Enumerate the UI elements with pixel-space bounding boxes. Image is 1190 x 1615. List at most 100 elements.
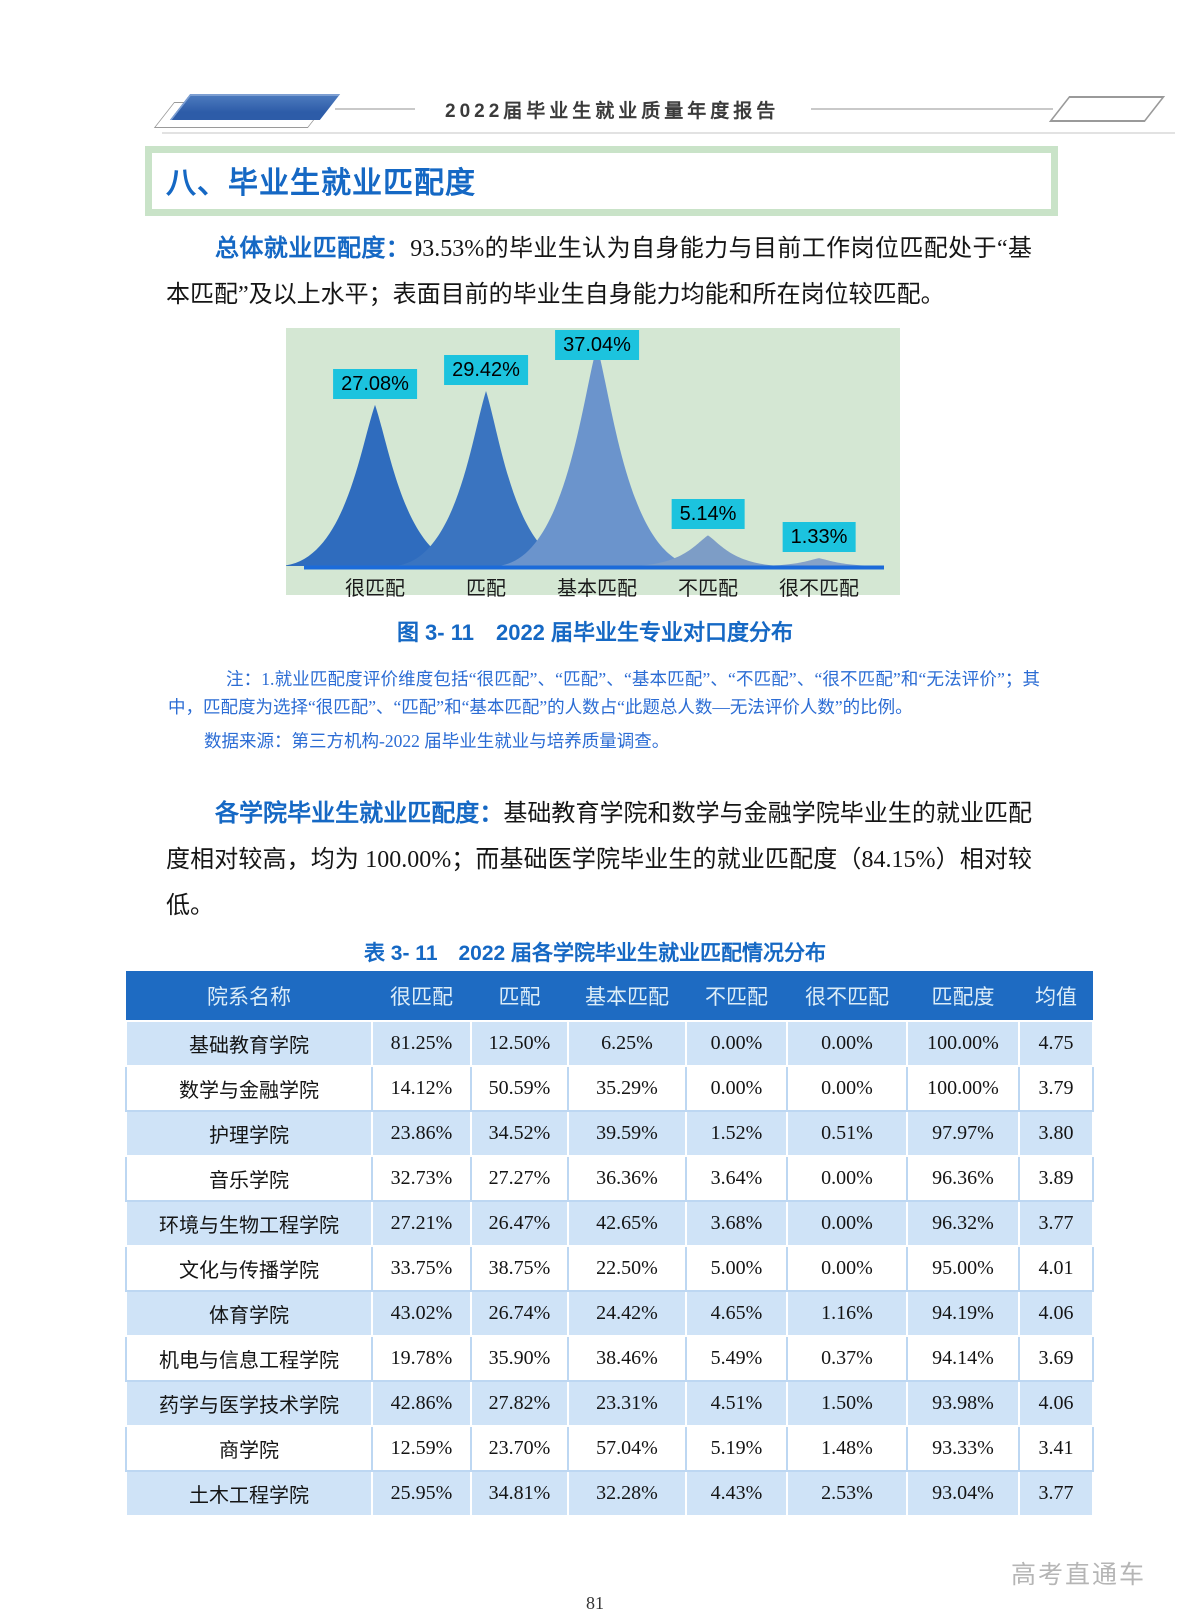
value-cell: 3.41 (1018, 1425, 1094, 1472)
value-cell: 96.36% (906, 1155, 1020, 1202)
distribution-peak (751, 558, 887, 566)
value-cell: 32.73% (371, 1155, 472, 1202)
distribution-peak (628, 535, 788, 566)
college-name-cell: 商学院 (125, 1425, 373, 1472)
value-cell: 0.00% (786, 1020, 908, 1067)
value-cell: 3.79 (1018, 1065, 1094, 1112)
value-cell: 22.50% (567, 1245, 687, 1292)
distribution-peak (494, 345, 700, 566)
value-cell: 26.47% (470, 1200, 569, 1247)
column-header: 匹配度 (907, 971, 1019, 1021)
distribution-peak (391, 390, 581, 566)
value-cell: 19.78% (371, 1335, 472, 1382)
value-cell: 4.75 (1018, 1020, 1094, 1067)
chart-canvas (286, 345, 887, 570)
match-distribution-chart: 27.08% 很匹配 29.42% 匹配 37.04% 基本匹配 5.14% 不匹配 1.33%… (286, 328, 900, 600)
value-cell: 97.97% (906, 1110, 1020, 1157)
header-left-decoration (153, 90, 341, 128)
value-cell: 5.49% (685, 1335, 788, 1382)
column-header: 很不匹配 (787, 971, 907, 1021)
value-cell: 95.00% (906, 1245, 1020, 1292)
table-caption: 表 3- 11 2022 届各学院毕业生就业匹配情况分布 (363, 942, 827, 965)
category-label: 基本匹配 (557, 578, 637, 600)
section-title: 八、毕业生就业匹配度 (166, 167, 476, 200)
college-name-cell: 环境与生物工程学院 (125, 1200, 373, 1247)
note-text: 注：1.就业匹配度评价维度包括“很匹配”、“匹配”、“基本匹配”、“不匹配”、“… (168, 669, 1040, 717)
value-cell: 0.00% (786, 1200, 908, 1247)
value-cell: 57.04% (567, 1425, 687, 1472)
paragraph-lead-label: 各学院毕业生就业匹配度： (215, 800, 504, 827)
value-cell: 39.59% (567, 1110, 687, 1157)
college-name-cell: 体育学院 (125, 1290, 373, 1337)
table-header-row: 院系名称 很匹配 匹配 基本匹配 不匹配 很不匹配 匹配度 均值 (126, 971, 1093, 1021)
paragraph-body-text: 93.53%的毕业生认为自身能力与目前工作岗位匹配处于“基本匹配”及以上水平；表… (166, 236, 1032, 308)
college-match-table: 院系名称 很匹配 匹配 基本匹配 不匹配 很不匹配 匹配度 均值 基础教育学院 81.25% 12… (125, 971, 1094, 1517)
column-header: 基本匹配 (568, 971, 686, 1021)
parallelogram-blue-shape (169, 94, 341, 120)
value-cell: 42.86% (371, 1380, 472, 1427)
column-header: 很匹配 (372, 971, 471, 1021)
value-cell: 1.16% (786, 1290, 908, 1337)
value-cell: 100.00% (906, 1065, 1020, 1112)
paragraph-body-text: 基础教育学院和数学与金融学院毕业生的就业匹配度相对较高，均为 100.00%；而… (166, 801, 1033, 919)
column-header: 不匹配 (686, 971, 787, 1021)
value-label: 37.04% (555, 330, 639, 360)
value-cell: 0.37% (786, 1335, 908, 1382)
paragraph-lead-label: 总体就业匹配度： (215, 235, 411, 262)
value-cell: 34.52% (470, 1110, 569, 1157)
category-label: 很匹配 (345, 578, 405, 600)
college-match-paragraph: 各学院毕业生就业匹配度：基础教育学院和数学与金融学院毕业生的就业匹配度相对较高，… (166, 791, 1032, 929)
table-row: 基础教育学院 81.25% 12.50% 6.25% 0.00% 0.00% 100.00%… (125, 1020, 1094, 1067)
value-cell: 3.80 (1018, 1110, 1094, 1157)
category-label: 很不匹配 (779, 578, 859, 600)
overall-match-paragraph: 总体就业匹配度：93.53%的毕业生认为自身能力与目前工作岗位匹配处于“基本匹配… (166, 226, 1032, 318)
value-cell: 4.06 (1018, 1290, 1094, 1337)
table-body: 基础教育学院 81.25% 12.50% 6.25% 0.00% 0.00% 100.00%… (125, 1020, 1094, 1517)
value-cell: 32.28% (567, 1470, 687, 1517)
value-cell: 1.50% (786, 1380, 908, 1427)
page-header: 2022届毕业生就业质量年度报告 (153, 90, 1175, 128)
college-name-cell: 音乐学院 (125, 1155, 373, 1202)
report-title: 2022届毕业生就业质量年度报告 (445, 100, 780, 122)
value-cell: 36.36% (567, 1155, 687, 1202)
value-cell: 0.00% (786, 1065, 908, 1112)
value-cell: 43.02% (371, 1290, 472, 1337)
watermark-text: 高考直通车 (1010, 1561, 1146, 1589)
value-cell: 94.19% (906, 1290, 1020, 1337)
value-cell: 0.00% (786, 1245, 908, 1292)
table-row: 土木工程学院 25.95% 34.81% 32.28% 4.43% 2.53% 93.04%… (125, 1470, 1094, 1517)
value-cell: 4.65% (685, 1290, 788, 1337)
value-cell: 93.04% (906, 1470, 1020, 1517)
value-label: 5.14% (671, 499, 745, 530)
table-row: 护理学院 23.86% 34.52% 39.59% 1.52% 0.51% 97.97% 3.… (125, 1110, 1094, 1157)
value-cell: 3.69 (1018, 1335, 1094, 1382)
table-row: 环境与生物工程学院 27.21% 26.47% 42.65% 3.68% 0.00% 96.… (125, 1200, 1094, 1247)
value-label: 27.08% (333, 368, 417, 399)
table-row: 音乐学院 32.73% 27.27% 36.36% 3.64% 0.00% 96.36% 3.… (125, 1155, 1094, 1202)
column-header: 均值 (1019, 971, 1093, 1021)
figure-caption: 图 3- 11 2022 届毕业生专业对口度分布 (396, 620, 794, 645)
table-row: 体育学院 43.02% 26.74% 24.42% 4.65% 1.16% 94.19% 4.… (125, 1290, 1094, 1337)
value-cell: 4.43% (685, 1470, 788, 1517)
value-cell: 35.29% (567, 1065, 687, 1112)
value-cell: 3.64% (685, 1155, 788, 1202)
college-name-cell: 基础教育学院 (125, 1020, 373, 1067)
value-cell: 27.21% (371, 1200, 472, 1247)
value-cell: 42.65% (567, 1200, 687, 1247)
value-cell: 81.25% (371, 1020, 472, 1067)
college-name-cell: 土木工程学院 (125, 1470, 373, 1517)
category-label: 不匹配 (678, 578, 738, 600)
value-cell: 3.89 (1018, 1155, 1094, 1202)
section-heading-box: 八、毕业生就业匹配度 (145, 146, 1058, 216)
table-row: 机电与信息工程学院 19.78% 35.90% 38.46% 5.49% 0.37% 94.… (125, 1335, 1094, 1382)
value-cell: 4.06 (1018, 1380, 1094, 1427)
value-cell: 4.01 (1018, 1245, 1094, 1292)
value-cell: 1.52% (685, 1110, 788, 1157)
value-cell: 38.75% (470, 1245, 569, 1292)
value-cell: 34.81% (470, 1470, 569, 1517)
parallelogram-outline-right-shape (1048, 96, 1166, 122)
value-cell: 12.59% (371, 1425, 472, 1472)
value-cell: 4.51% (685, 1380, 788, 1427)
value-cell: 1.48% (786, 1425, 908, 1472)
